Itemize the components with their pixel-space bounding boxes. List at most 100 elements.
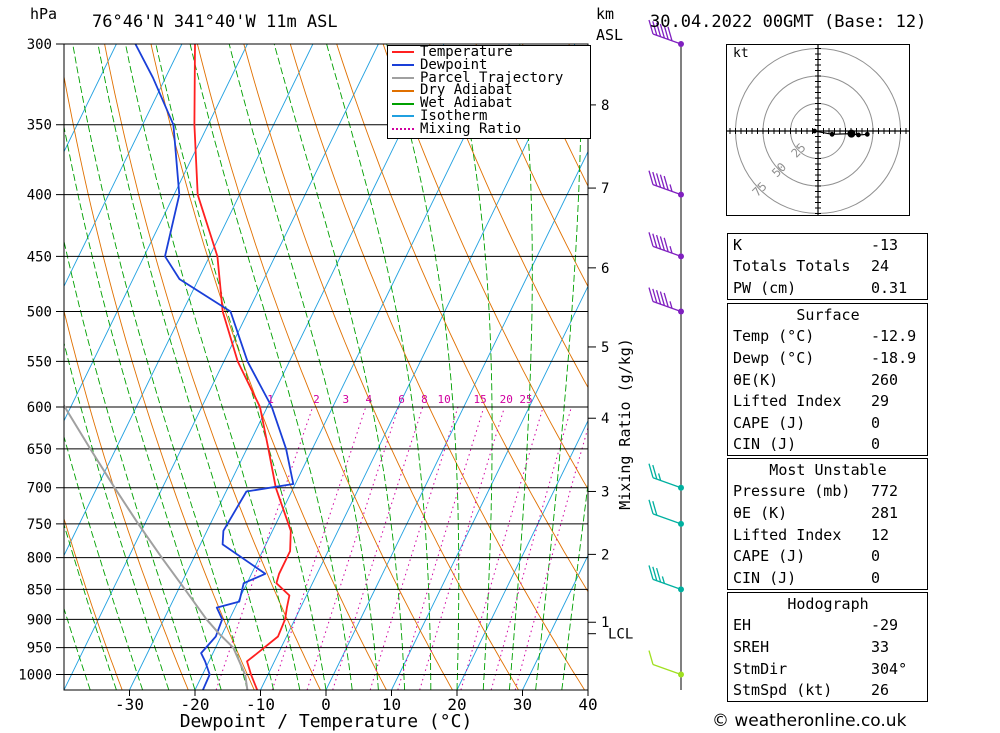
table-row: PW (cm) 0.31	[728, 277, 927, 299]
pressure-tick-label: 600	[27, 400, 52, 416]
wet-adiabat-line	[64, 522, 117, 690]
pressure-tick-label: 500	[27, 305, 52, 321]
mixing-ratio-label: 25	[519, 393, 532, 406]
legend-label: Dewpoint	[420, 56, 488, 73]
legend-item: Dry Adiabat	[388, 82, 590, 99]
dry-adiabat-line	[336, 44, 588, 593]
mixing-ratio-axis-label: Mixing Ratio (g/kg)	[616, 338, 634, 510]
dry-adiabat-line	[429, 44, 588, 389]
credit: © weatheronline.co.uk	[712, 711, 907, 731]
legend-swatch	[392, 64, 414, 67]
row-value: 772	[871, 482, 899, 501]
table-row: StmSpd (kt) 26	[728, 679, 927, 701]
mixing-ratio-label: 6	[398, 393, 405, 406]
row-label: EH	[733, 616, 752, 635]
mixing-ratio-label: 20	[500, 393, 513, 406]
table-row: StmDir 304°	[728, 658, 927, 680]
surface-table: Surface Temp (°C) -12.9 Dewp (°C) -18.9 θE(K)…	[727, 303, 928, 457]
row-label: StmSpd (kt)	[733, 681, 833, 700]
row-label: Lifted Index	[733, 392, 842, 411]
wind-barb	[648, 232, 684, 260]
dry-adiabat-line	[150, 44, 387, 690]
legend-item: Isotherm	[388, 109, 590, 123]
row-label: Lifted Index	[733, 525, 842, 544]
pressure-tick-label: 850	[27, 582, 52, 598]
legend-swatch	[392, 115, 414, 118]
pressure-tick-label: 950	[27, 641, 52, 657]
wet-adiabat-line	[561, 480, 588, 690]
wet-adiabat-line	[64, 124, 222, 690]
x-tick-label: 30	[513, 695, 532, 714]
x-tick-label: 10	[382, 695, 401, 714]
row-value: 0	[871, 568, 881, 587]
pressure-tick-label: 650	[27, 442, 52, 458]
table-row: EH -29	[728, 615, 927, 637]
parcel-profile	[64, 403, 249, 690]
hodograph-ring-label: 25	[788, 140, 808, 160]
km-tick-label: 7	[601, 181, 609, 197]
table-title: Surface	[796, 305, 860, 324]
legend-label: Dry Adiabat	[420, 82, 513, 99]
wind-barb-dot	[678, 520, 684, 527]
km-tick-label: 2	[601, 547, 609, 563]
isotherm-line	[64, 44, 117, 153]
wind-barb	[648, 499, 684, 527]
isotherm-line	[64, 44, 379, 690]
isotherm-line	[129, 44, 445, 690]
legend-swatch	[392, 51, 414, 54]
wind-barb-dot	[678, 484, 684, 491]
pressure-tick-label: 700	[27, 481, 52, 497]
indices-table: K -13 Totals Totals 24 PW (cm) 0.31	[727, 233, 928, 300]
dry-adiabat-line	[243, 44, 519, 690]
location-title: 76°46'N 341°40'W 11m ASL	[92, 12, 338, 32]
km-tick-label: 6	[601, 261, 609, 277]
row-label: K	[733, 235, 743, 254]
isotherm-line	[64, 44, 314, 557]
row-value: 29	[871, 392, 890, 411]
pressure-tick-label: 450	[27, 249, 52, 265]
legend-swatch	[392, 76, 414, 79]
hpa-label: hPa	[30, 5, 58, 23]
wet-adiabat-line	[189, 44, 353, 690]
hodograph-point	[847, 129, 856, 138]
legend-item: Wet Adiabat	[388, 95, 590, 112]
wet-adiabat-line	[508, 44, 533, 690]
row-label: StmDir	[733, 659, 788, 678]
pressure-tick-label: 400	[27, 188, 52, 204]
mixing-ratio-line	[306, 406, 400, 690]
hodograph-table: Hodograph EH -29 SREH 33 StmDir 304° StmSpd (kt…	[727, 592, 928, 702]
wind-barb	[648, 287, 684, 315]
legend-swatch	[392, 128, 414, 131]
pressure-tick-label: 900	[27, 612, 52, 628]
row-value: 0.31	[871, 278, 908, 297]
mixing-ratio-label: 2	[313, 393, 320, 406]
wet-adiabat-line	[326, 44, 432, 690]
dry-adiabat-line	[382, 44, 588, 491]
dewpoint-profile	[134, 44, 295, 690]
legend-item: Temperature	[388, 43, 590, 60]
legend: Temperature Dewpoint Parcel Trajectory Dry …	[387, 45, 591, 139]
table-row: CIN (J) 0	[728, 567, 927, 589]
legend-label: Temperature	[420, 43, 513, 60]
asl-label: ASL	[596, 26, 624, 44]
wind-barb	[648, 170, 684, 198]
pressure-tick-label: 750	[27, 517, 52, 533]
pressure-tick-label: 1000	[18, 668, 52, 684]
table-row: Temp (°C) -12.9	[728, 326, 927, 348]
row-value: -13	[871, 235, 899, 254]
table-row: Pressure (mb) 772	[728, 481, 927, 503]
wind-barb-dot	[678, 308, 684, 315]
legend-label: Mixing Ratio	[420, 120, 522, 137]
table-row: Lifted Index 12	[728, 524, 927, 546]
row-value: 281	[871, 503, 899, 522]
row-value: 0	[871, 413, 881, 432]
row-label: θE (K)	[733, 503, 788, 522]
legend-label: Wet Adiabat	[420, 95, 513, 112]
wet-adiabat-line	[155, 44, 327, 690]
isotherm-line	[522, 554, 588, 690]
wet-adiabat-line	[64, 341, 170, 690]
table-row: K -13	[728, 234, 927, 256]
dry-adiabat-line	[940, 44, 1000, 690]
